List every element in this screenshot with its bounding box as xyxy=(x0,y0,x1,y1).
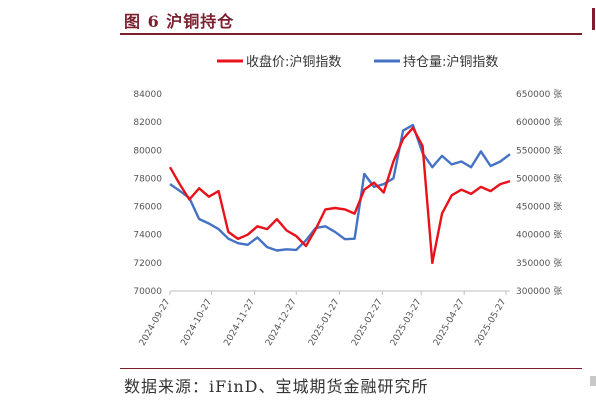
x-tick-label: 2025-05-27 xyxy=(474,298,509,348)
y-left-tick-label: 74000 xyxy=(133,231,162,241)
x-tick-label: 2024-12-27 xyxy=(264,298,299,348)
source-rule xyxy=(120,368,582,369)
y-left-tick-label: 80000 xyxy=(133,146,162,156)
title-rule xyxy=(120,33,582,35)
y-left-tick-label: 70000 xyxy=(133,287,162,297)
y-right-tick-label: 650000 张 xyxy=(516,89,562,100)
edge-mark xyxy=(592,8,595,30)
x-tick-label: 2025-04-27 xyxy=(432,298,467,348)
figure-title: 图 6 沪铜持仓 xyxy=(124,12,235,31)
x-tick-label: 2024-09-27 xyxy=(138,298,173,348)
y-right-tick-label: 450000 张 xyxy=(516,202,562,213)
y-right-tick-label: 350000 张 xyxy=(516,258,562,269)
x-tick-label: 2025-01-27 xyxy=(307,298,342,348)
x-tick-label: 2025-03-27 xyxy=(389,298,424,348)
edge-dot xyxy=(590,376,596,386)
legend: 收盘价:沪铜指数 持仓量:沪铜指数 xyxy=(217,54,498,70)
x-tick-label: 2024-11-27 xyxy=(222,298,257,348)
y-right-tick-label: 300000 张 xyxy=(516,286,562,297)
legend-oi-label: 持仓量:沪铜指数 xyxy=(403,54,498,70)
y-left-tick-label: 84000 xyxy=(133,90,162,100)
legend-close-label: 收盘价:沪铜指数 xyxy=(246,54,341,70)
open-interest-line xyxy=(169,123,511,252)
y-right-tick-label: 550000 张 xyxy=(516,145,562,156)
source-text: 数据来源：iFinD、宝城期货金融研究所 xyxy=(124,377,429,396)
y-left-tick-label: 72000 xyxy=(133,259,162,269)
y-left-tick-label: 78000 xyxy=(133,174,162,184)
series-lines xyxy=(168,123,511,265)
y-right-tick-label: 400000 张 xyxy=(516,230,562,241)
x-tick-label: 2025-02-27 xyxy=(350,298,385,348)
y-right-tick-label: 500000 张 xyxy=(516,173,562,184)
close-price-line xyxy=(168,126,511,265)
x-tick-label: 2024-10-27 xyxy=(179,298,214,348)
y-left-tick-label: 82000 xyxy=(133,118,162,128)
y-left-tick-label: 76000 xyxy=(133,203,162,213)
y-right-tick-label: 600000 张 xyxy=(516,117,562,128)
